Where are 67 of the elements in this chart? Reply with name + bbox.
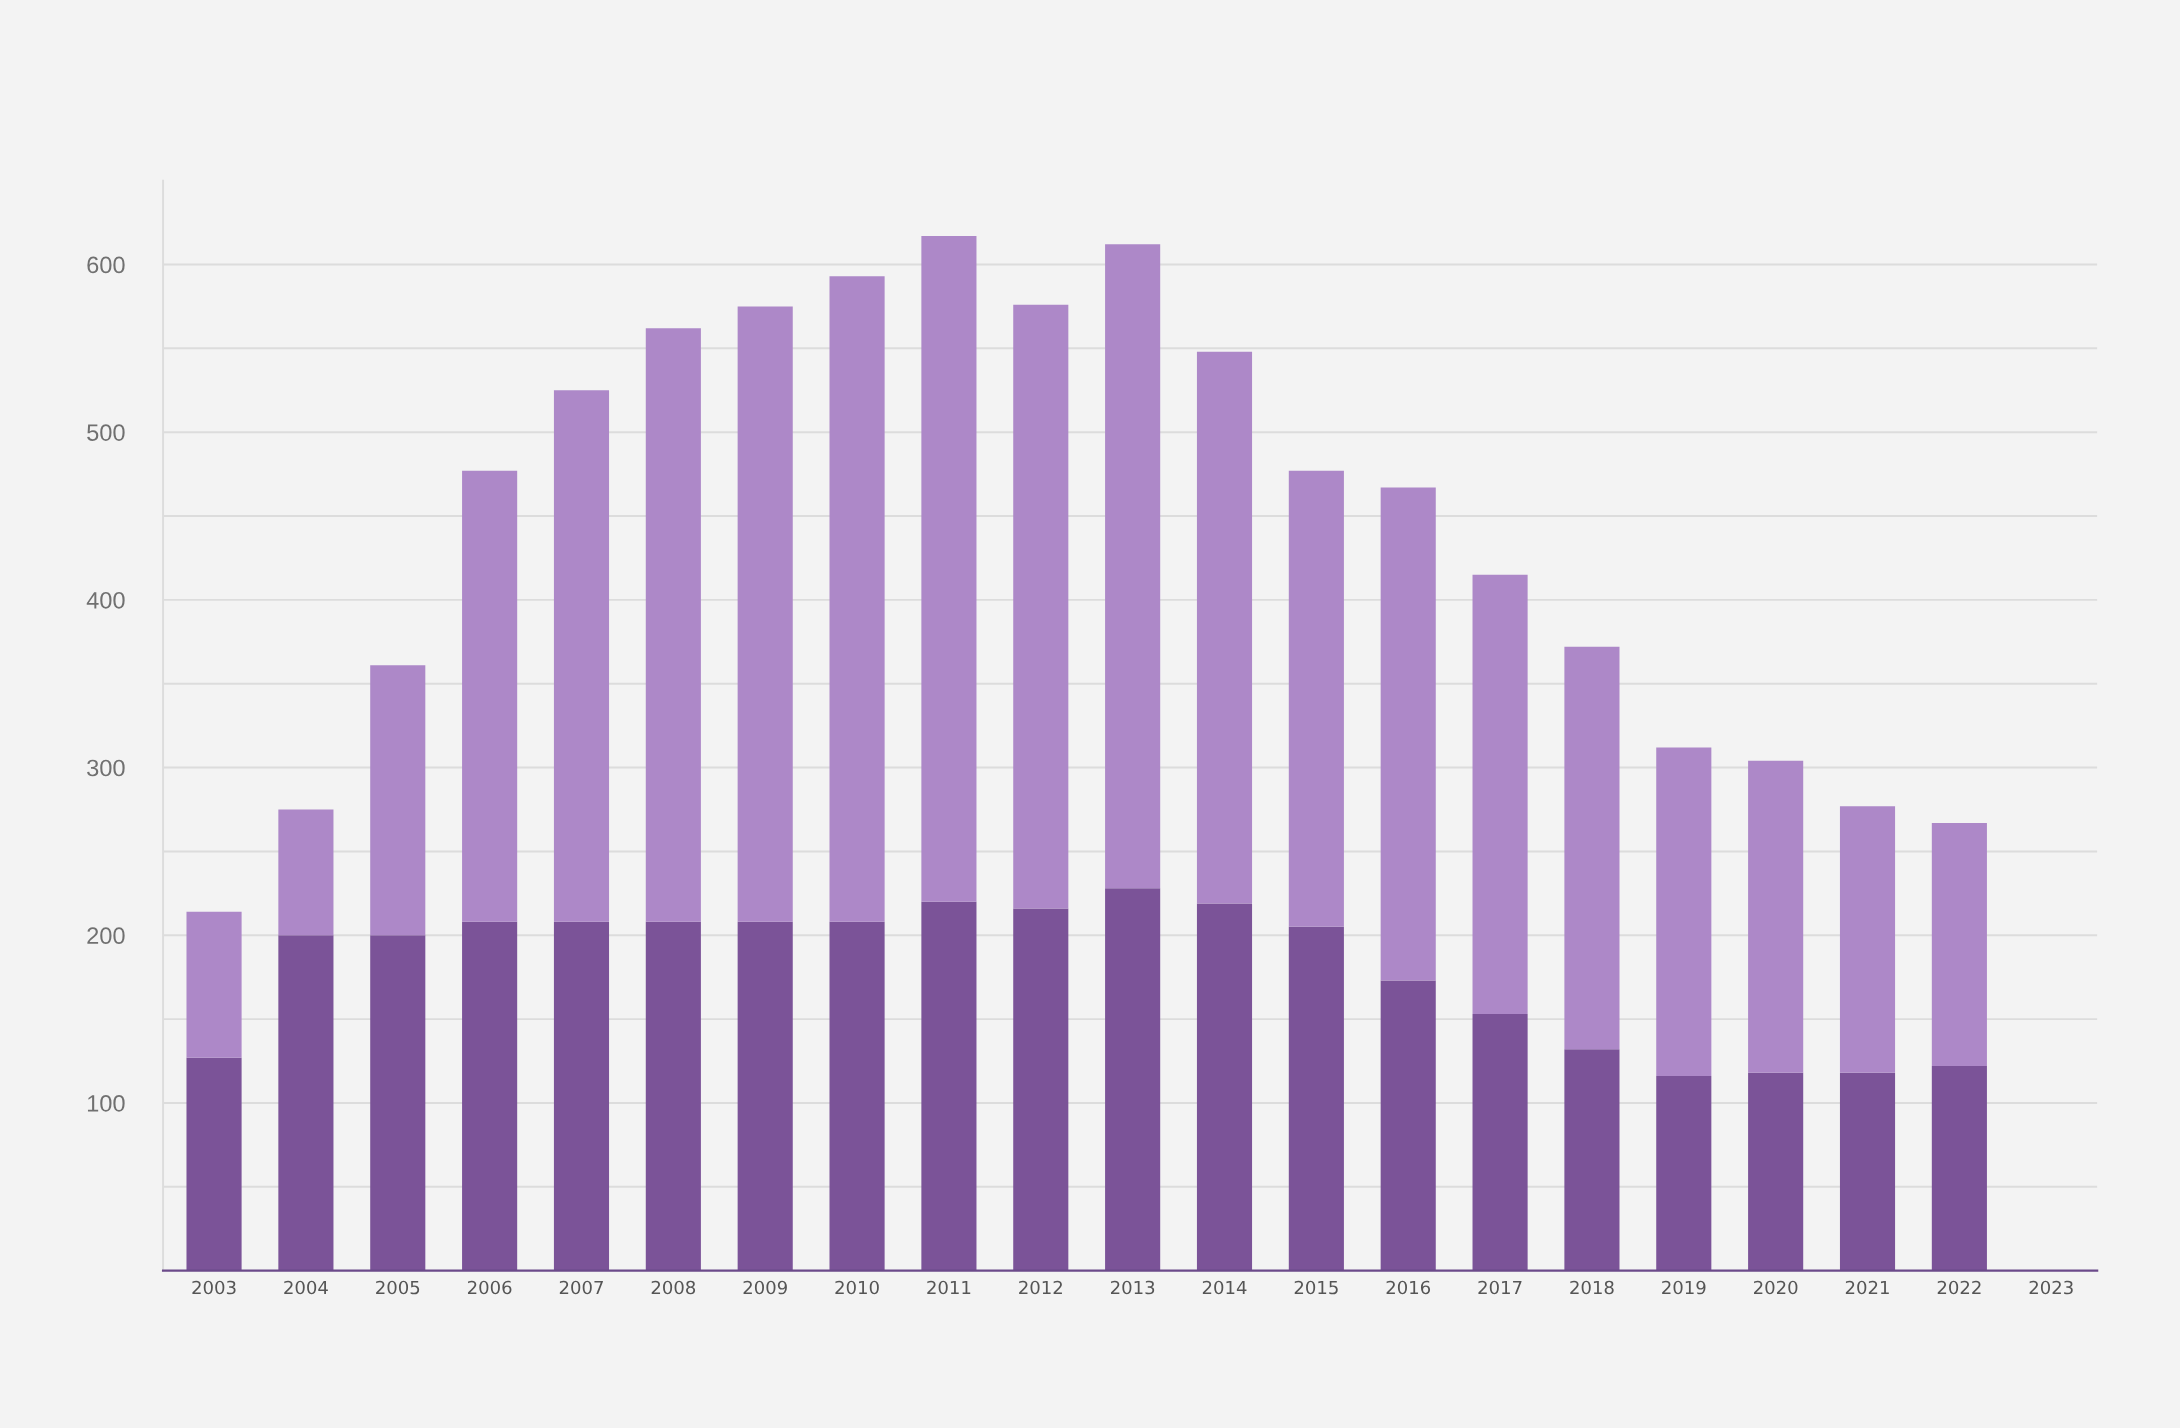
x-tick-label: 2011 (927, 1280, 971, 1295)
x-tick-label: 2023 (2029, 1280, 2073, 1295)
bar (370, 665, 426, 936)
bar (462, 470, 518, 922)
x-tick-label: 2014 (1202, 1280, 1247, 1295)
x-tick-label: 2013 (1110, 1280, 1155, 1295)
bar (1748, 760, 1804, 1073)
x-tick-label: 2012 (1019, 1280, 1062, 1295)
bar (1839, 1072, 1896, 1271)
x-tick-label: 2016 (1386, 1280, 1431, 1295)
bar (1013, 908, 1069, 1271)
x-tick-label: 2003 (192, 1280, 236, 1295)
x-tick-label: 2009 (743, 1280, 787, 1295)
bar (553, 390, 610, 922)
bar (921, 901, 977, 1271)
bar (1931, 1066, 1987, 1271)
y-tick-label: 400 (86, 591, 125, 609)
bar (1196, 351, 1253, 904)
bar (1380, 487, 1436, 981)
bar (370, 935, 426, 1271)
bar (1839, 806, 1896, 1073)
x-tick-label: 2007 (559, 1280, 603, 1295)
x-tick-label: 2006 (467, 1280, 512, 1295)
y-tick-label: 200 (87, 927, 125, 945)
y-tick-label: 600 (87, 256, 125, 274)
bar (737, 306, 793, 922)
x-tick-label: 2021 (1845, 1280, 1889, 1295)
bar (1656, 747, 1712, 1077)
x-tick-label: 2005 (376, 1280, 420, 1295)
bar (462, 921, 518, 1271)
y-tick-label: 500 (87, 424, 125, 441)
bar (1472, 1014, 1528, 1271)
bar (1748, 1072, 1804, 1271)
bar (645, 921, 701, 1271)
x-tick-label: 2018 (1570, 1280, 1614, 1295)
bar (278, 935, 334, 1271)
bar (1564, 1049, 1620, 1271)
bar (1105, 244, 1161, 889)
x-tick-label: 2004 (284, 1280, 328, 1295)
bar (1013, 304, 1069, 909)
bar (921, 235, 977, 902)
y-tick-label: 100 (87, 1095, 125, 1112)
x-tick-label: 2010 (835, 1280, 879, 1295)
x-tick-label: 2017 (1478, 1280, 1522, 1295)
x-tick-label: 2015 (1294, 1280, 1338, 1295)
bar (1472, 574, 1528, 1015)
bar (1288, 926, 1344, 1271)
x-tick-label: 2008 (651, 1280, 696, 1295)
bar (1380, 980, 1436, 1271)
bar (186, 1057, 242, 1271)
bar (645, 328, 701, 922)
x-tick-label: 2022 (1937, 1280, 1981, 1295)
x-tick-label: 2019 (1662, 1280, 1706, 1295)
y-tick-label: 300 (87, 759, 125, 777)
bar (553, 921, 610, 1271)
bar (1931, 822, 1987, 1067)
bar (278, 809, 334, 936)
bar (1656, 1076, 1712, 1271)
bar (1564, 646, 1620, 1050)
bar (186, 911, 242, 1058)
bar (1196, 903, 1253, 1271)
bar (737, 921, 793, 1271)
bar (829, 276, 885, 922)
bar (829, 921, 885, 1271)
bar (1105, 888, 1161, 1271)
x-tick-label: 2020 (1754, 1280, 1798, 1295)
bar (1288, 470, 1344, 927)
